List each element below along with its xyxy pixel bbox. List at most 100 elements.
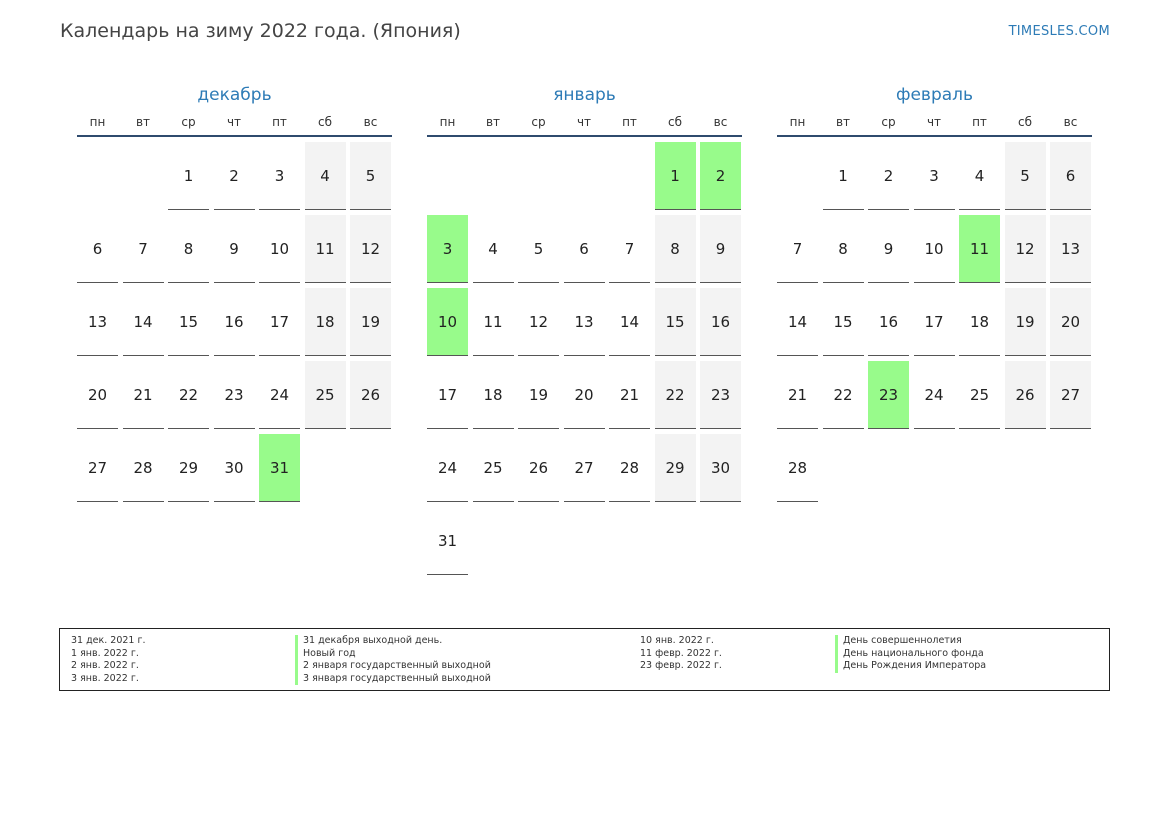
holiday-day-cell: 1 [654,142,696,210]
day-cell: 4 [304,142,346,210]
weekday-label: вс [713,115,728,129]
legend-holiday-name: День Рождения Императора [835,660,986,673]
legend-date: 23 февр. 2022 г. [640,660,722,671]
holiday-day-cell: 2 [700,142,741,210]
empty-cell [123,142,164,210]
legend-date: 3 янв. 2022 г. [71,672,139,684]
weekday-label: вт [485,115,501,129]
weekday-label: ср [881,115,896,129]
day-cell: 5 [518,215,559,283]
weekday-label: вс [363,115,378,129]
site-link[interactable]: TIMESLES.COM [1008,24,1110,39]
day-cell: 6 [77,215,118,283]
day-cell: 20 [77,361,118,429]
day-cell: 9 [868,215,909,283]
day-cell: 5 [1004,142,1046,210]
month-name: январь [553,85,616,105]
empty-cell [518,142,559,210]
day-cell: 3 [913,142,955,210]
day-cell: 9 [213,215,255,283]
day-cell: 6 [563,215,605,283]
day-cell: 15 [654,288,696,356]
day-cell: 7 [122,215,164,283]
day-cell: 11 [472,288,514,356]
day-cell: 31 [427,507,468,575]
day-cell: 17 [427,361,468,429]
month-2: февраль пн вт ср чт пт сб вс 1 2 3 4 5 6 7 8 9 10 11 12 13 14… [777,82,1092,502]
day-cell: 21 [777,361,818,429]
day-cell: 11 [304,215,346,283]
legend-holiday-name: День совершеннолетия [835,635,986,648]
legend-holiday-name: 2 января государственный выходной [295,660,491,673]
weekday-label: сб [318,115,332,129]
empty-cell [77,142,118,210]
weekday-header: пн вт ср чт пт сб вс [777,115,1092,137]
legend-names-left: 31 декабря выходной день. Новый год 2 янва… [295,635,491,685]
day-cell: 7 [609,215,650,283]
day-cell: 29 [168,434,209,502]
day-cell: 1 [168,142,209,210]
day-cell: 20 [563,361,605,429]
day-cell: 25 [959,361,1000,429]
day-cell: 14 [609,288,650,356]
day-cell: 18 [472,361,514,429]
day-cell: 17 [259,288,300,356]
weekday-label: сб [1018,115,1032,129]
day-cell: 29 [654,434,696,502]
holiday-day-cell: 23 [868,361,909,429]
day-cell: 22 [654,361,696,429]
empty-cell [473,142,514,210]
legend-date: 10 янв. 2022 г. [640,635,714,646]
month-1: январь пн вт ср чт пт сб вс 1 2 3 4 5 6 7 8 9 10 11 12 13 14 1… [427,82,742,575]
weekday-label: вт [135,115,151,129]
holiday-day-cell: 11 [959,215,1000,283]
day-cell: 14 [122,288,164,356]
day-cell: 26 [1004,361,1046,429]
day-cell: 10 [913,215,955,283]
day-cell: 28 [777,434,818,502]
day-cell: 23 [213,361,255,429]
holiday-legend: 31 дек. 2021 г. 1 янв. 2022 г. 2 янв. 2022… [59,628,1110,691]
day-cell: 16 [868,288,909,356]
day-cell: 24 [259,361,300,429]
empty-cell [564,142,605,210]
day-cell: 24 [913,361,955,429]
legend-date: 31 дек. 2021 г. [71,635,146,646]
day-cell: 24 [427,434,468,502]
day-cell: 1 [822,142,864,210]
weekday-label: вс [1063,115,1078,129]
weekday-label: пт [972,115,987,129]
day-cell: 13 [1050,215,1091,283]
day-cell: 17 [913,288,955,356]
weekday-label: пт [272,115,287,129]
day-cell: 22 [822,361,864,429]
weekday-header: пн вт ср чт пт сб вс [77,115,392,137]
day-cell: 30 [213,434,255,502]
legend-dates-right: 10 янв. 2022 г. 11 февр. 2022 г. 23 февр. … [640,635,722,673]
day-cell: 10 [259,215,300,283]
day-cell: 22 [168,361,209,429]
weekday-header: пн вт ср чт пт сб вс [427,115,742,137]
day-cell: 26 [518,434,559,502]
weekday-label: пн [89,115,106,129]
day-cell: 9 [700,215,741,283]
holiday-day-cell: 10 [427,288,468,356]
legend-date: 2 янв. 2022 г. [71,660,139,671]
day-cell: 13 [77,288,118,356]
weekday-label: сб [668,115,682,129]
weekday-label: пн [439,115,456,129]
day-cell: 4 [959,142,1000,210]
day-cell: 15 [822,288,864,356]
day-cell: 8 [168,215,209,283]
day-cell: 30 [700,434,741,502]
day-cell: 8 [654,215,696,283]
month-0: декабрь пн вт ср чт пт сб вс 1 2 3 4 5 6 7 8 9 10 11 12 13 14… [77,82,392,502]
day-grid: 1 2 3 4 5 6 7 8 9 10 11 12 13 14 15 16 17 18 19 20 21 22 23 24 2… [777,142,1092,502]
page-title: Календарь на зиму 2022 года. (Япония) [60,20,461,42]
weekday-label: ср [181,115,196,129]
day-cell: 25 [304,361,346,429]
day-cell: 12 [350,215,391,283]
day-cell: 14 [777,288,818,356]
empty-cell [609,142,650,210]
holiday-day-cell: 31 [259,434,300,502]
